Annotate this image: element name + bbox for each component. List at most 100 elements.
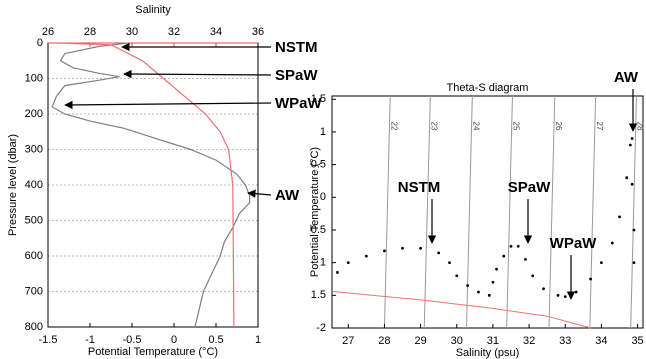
point	[364, 254, 368, 258]
y-tick-label: 800	[25, 321, 43, 333]
point	[563, 295, 567, 299]
x-tick-label: 0.5	[208, 334, 223, 346]
isopycnal-label: 23	[430, 122, 439, 131]
y-tick-label: 1.5	[311, 289, 326, 301]
x2-axis-label: Salinity	[135, 4, 171, 16]
point	[632, 261, 636, 265]
y-axis-label: Potential Temperature (°C)	[309, 147, 321, 277]
y-tick-label: 700	[25, 285, 43, 297]
point	[509, 244, 513, 248]
point	[531, 274, 535, 278]
isopycnal-label: 24	[472, 122, 481, 131]
point	[502, 254, 506, 258]
y-tick-label: 200	[25, 108, 43, 120]
x2-tick-label: 28	[84, 26, 96, 38]
isopycnal-label: 27	[595, 122, 604, 131]
point	[455, 274, 459, 278]
annotation: AW	[614, 69, 639, 86]
y-axis-label: Pressure level (dbar)	[7, 134, 19, 236]
point	[466, 284, 470, 287]
freezing-line	[331, 290, 591, 329]
x-tick-label: -1	[85, 334, 95, 346]
x2-tick-label: 30	[126, 26, 138, 38]
point	[632, 228, 636, 232]
y-tick-label: 500	[25, 214, 43, 226]
annotation: NSTM	[398, 179, 441, 196]
point	[556, 293, 560, 297]
point	[419, 246, 422, 250]
point	[495, 267, 498, 271]
y-tick-label: 1	[320, 257, 326, 269]
point	[600, 261, 603, 265]
x-tick-label: 34	[595, 335, 607, 347]
annotation-arrow	[64, 100, 272, 110]
point	[630, 137, 634, 140]
x-tick-label: 31	[487, 335, 499, 347]
isopycnal-label: 26	[554, 122, 563, 131]
x-tick-label: 30	[451, 335, 463, 347]
x2-tick-label: 36	[252, 26, 264, 38]
annotation-arrow	[123, 69, 272, 79]
x-tick-label: 27	[342, 335, 354, 347]
isopycnal	[423, 95, 431, 329]
x-tick-label: -1.5	[39, 334, 58, 346]
y-tick-label: 0.5	[311, 159, 326, 171]
isopycnal	[589, 95, 597, 329]
profile-line	[51, 42, 251, 328]
x2-tick-label: 32	[168, 26, 180, 38]
annotation: SPaW	[275, 67, 318, 84]
point	[628, 143, 632, 147]
annotation: NSTM	[275, 39, 318, 56]
x-axis-label: Salinity (psu)	[456, 347, 520, 359]
point	[383, 249, 386, 253]
point	[524, 257, 527, 261]
point	[487, 293, 491, 297]
x-tick-label: -0.5	[123, 334, 142, 346]
annotation: SPaW	[508, 179, 551, 196]
isopycnal-label: 25	[512, 122, 521, 131]
y-tick-label: 300	[25, 143, 43, 155]
point	[401, 246, 404, 250]
annotation: WPaW	[275, 95, 323, 112]
y-tick-label: 1.5	[311, 93, 326, 105]
annotation: AW	[275, 187, 300, 204]
x2-tick-label: 26	[42, 26, 54, 38]
profile-line	[56, 42, 235, 328]
point	[477, 290, 480, 294]
point	[618, 215, 621, 219]
x-tick-label: 28	[378, 335, 390, 347]
isopycnal	[630, 95, 637, 329]
isopycnal-label: 28	[636, 122, 645, 131]
y-tick-label: 400	[25, 179, 43, 191]
x2-tick-label: 34	[210, 26, 222, 38]
point	[336, 271, 339, 274]
y-tick-label: 0.5	[311, 224, 326, 236]
y-tick-label: 100	[25, 72, 43, 84]
point	[589, 277, 592, 281]
y-tick-label: 0	[320, 191, 326, 203]
x-tick-label: 0	[171, 334, 177, 346]
point	[574, 290, 578, 294]
annotation: WPaW	[550, 235, 598, 252]
chart-title: Theta-S diagram	[447, 82, 529, 94]
isopycnal	[506, 95, 513, 329]
point	[346, 261, 350, 265]
x-tick-label: 29	[414, 335, 426, 347]
point	[437, 251, 441, 255]
point	[448, 261, 451, 265]
point	[516, 244, 520, 248]
x-tick-label: 32	[523, 335, 535, 347]
y-tick-label: 0	[37, 37, 43, 49]
x-tick-label: 33	[559, 335, 571, 347]
point	[542, 287, 545, 291]
y-tick-label: -2	[316, 322, 326, 334]
isopycnal-label: 22	[389, 122, 398, 131]
isopycnal	[548, 95, 556, 329]
point	[625, 176, 629, 180]
plot-frame	[331, 95, 644, 329]
isopycnal	[466, 95, 473, 329]
y-tick-label: 1	[320, 126, 326, 138]
x-tick-label: 35	[631, 335, 643, 347]
annotation-arrow	[247, 189, 272, 198]
